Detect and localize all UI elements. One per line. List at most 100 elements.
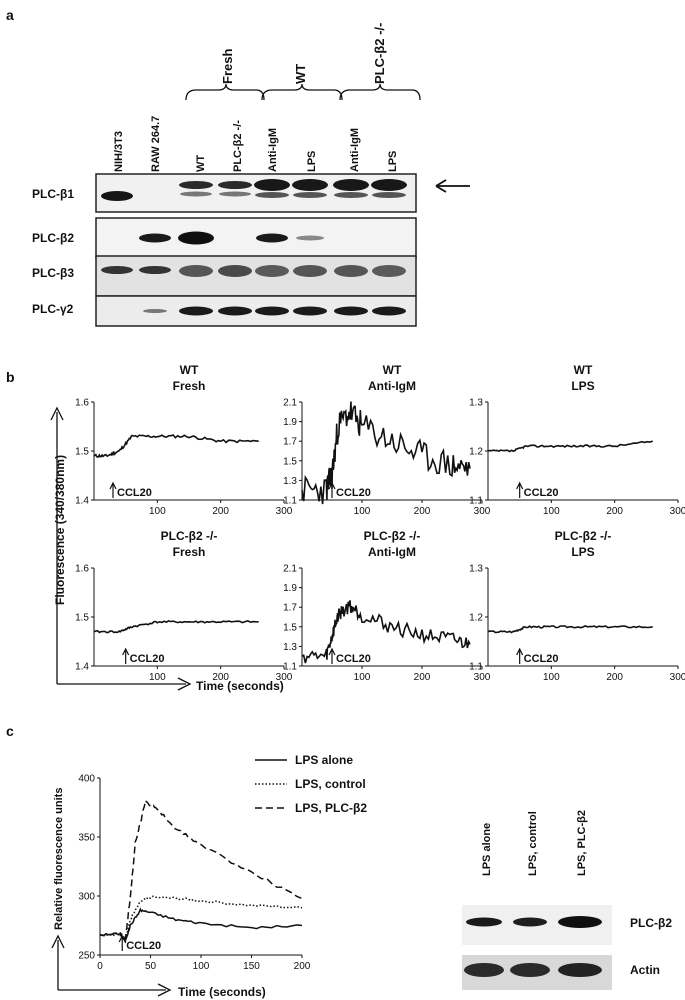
x-tick-label: 100 — [149, 506, 166, 517]
band — [372, 192, 406, 198]
chart-title: PLC-β2 -/- — [161, 529, 218, 543]
x-tick-label: 200 — [414, 672, 431, 683]
lane-label-plcb2-lps: LPS — [387, 151, 399, 172]
brace-fresh — [185, 83, 265, 101]
band — [256, 233, 288, 243]
lane-label-plcb2-fresh: PLC-β2 -/- — [232, 120, 244, 172]
y-tick-label: 1.6 — [75, 398, 89, 409]
series-line — [93, 620, 259, 634]
ccl20-label: CCL20 — [117, 487, 152, 499]
blot-strip-plcb1 — [95, 173, 417, 213]
x-tick-label: 200 — [606, 672, 623, 683]
arrow-head-icon — [328, 481, 336, 490]
x-tick-label: 150 — [243, 961, 260, 972]
series-line — [487, 440, 653, 453]
band — [139, 233, 171, 243]
chart-title: Fresh — [173, 545, 206, 559]
arrow-head-icon — [516, 481, 524, 490]
series-line — [99, 907, 303, 942]
panel-b-xlabel: Time (seconds) — [196, 679, 284, 693]
y-tick-label: 1.5 — [75, 613, 89, 624]
y-tick-label: 1.9 — [283, 417, 297, 428]
chart-title: PLC-β2 -/- — [555, 529, 612, 543]
panel-c-xlabel: Time (seconds) — [178, 985, 266, 999]
band — [254, 179, 290, 191]
x-tick-label: 100 — [354, 506, 371, 517]
y-tick-label: 1.1 — [283, 662, 297, 673]
band — [293, 306, 327, 316]
group-label-plcb2: PLC-β2 -/- — [372, 23, 387, 84]
x-tick-label: 100 — [149, 672, 166, 683]
band — [179, 265, 213, 277]
lane-label-lps-alone: LPS alone — [481, 823, 493, 876]
lane-label-wt-fresh: WT — [195, 155, 207, 172]
band — [334, 306, 368, 316]
y-tick-label: 1.4 — [75, 662, 89, 673]
x-tick-label: 300 — [474, 506, 491, 517]
chart-title: Anti-IgM — [368, 379, 416, 393]
band — [218, 181, 252, 189]
band — [143, 309, 167, 313]
blot-strip-plcb3 — [95, 255, 417, 297]
x-tick-label: 50 — [145, 961, 157, 972]
x-tick-label: 100 — [354, 672, 371, 683]
group-label-wt: WT — [293, 64, 308, 84]
x-tick-label: 200 — [414, 506, 431, 517]
legend-label: LPS, PLC-β2 — [295, 801, 367, 815]
ccl20-label: CCL20 — [126, 940, 161, 952]
y-tick-label: 1.1 — [469, 662, 483, 673]
series-line — [301, 600, 471, 664]
y-tick-label: 2.1 — [283, 398, 297, 409]
band — [464, 963, 504, 977]
lane-label-raw2647: RAW 264.7 — [150, 116, 162, 172]
series-line — [93, 434, 259, 459]
arrow-head-icon — [328, 647, 336, 656]
panel-c-axis-arrows — [51, 934, 172, 997]
arrow-head-icon — [118, 934, 126, 943]
y-tick-label: 400 — [78, 774, 95, 785]
band — [255, 192, 289, 198]
band — [510, 963, 550, 977]
y-tick-label: 1.4 — [75, 496, 89, 507]
panel-c-chart: 250 300 350 400 0 50 100 150 200 LPS alone LPS, co… — [78, 753, 367, 972]
panel-letter-a: a — [6, 7, 14, 23]
band — [372, 306, 406, 316]
panel-letter-b: b — [6, 369, 15, 385]
band — [558, 963, 602, 977]
x-tick-label: 100 — [193, 961, 210, 972]
chart-title: WT — [180, 363, 199, 377]
ccl20-label: CCL20 — [130, 653, 165, 665]
series-line — [99, 798, 303, 942]
mini-chart: PLC-β2 -/- Anti-IgM 1.1 1.3 1.5 1.7 1.9 2.1 100 2… — [283, 529, 491, 683]
chart-title: Anti-IgM — [368, 545, 416, 559]
panel-b-ylabel: Fluorescence (340/380nm) — [53, 455, 67, 605]
y-tick-label: 1.5 — [283, 622, 297, 633]
band — [179, 181, 213, 189]
band — [371, 179, 407, 191]
x-tick-label: 300 — [474, 672, 491, 683]
y-tick-label: 1.5 — [283, 456, 297, 467]
blot-c: LPS alone LPS, control LPS, PLC-β2 PLC-β… — [462, 810, 672, 990]
y-tick-label: 1.2 — [469, 613, 483, 624]
panel-b-axis-arrows — [50, 406, 192, 691]
y-tick-label: 1.3 — [469, 564, 483, 575]
band — [179, 306, 213, 316]
legend-label: LPS, control — [295, 777, 366, 791]
lane-label-wt-lps: LPS — [306, 151, 318, 172]
x-tick-label: 300 — [670, 506, 685, 517]
arrow-head-icon — [516, 647, 524, 656]
x-tick-label: 200 — [606, 506, 623, 517]
band — [558, 916, 602, 928]
row-label-plcb2: PLC-β2 — [32, 231, 74, 245]
band — [178, 231, 214, 245]
band — [296, 235, 324, 241]
band — [334, 192, 368, 198]
x-tick-label: 300 — [276, 506, 293, 517]
y-tick-label: 1.2 — [469, 447, 483, 458]
series-line — [487, 625, 653, 634]
y-tick-label: 1.3 — [283, 642, 297, 653]
y-tick-label: 1.1 — [469, 496, 483, 507]
series-line — [301, 401, 471, 505]
band — [180, 191, 212, 197]
